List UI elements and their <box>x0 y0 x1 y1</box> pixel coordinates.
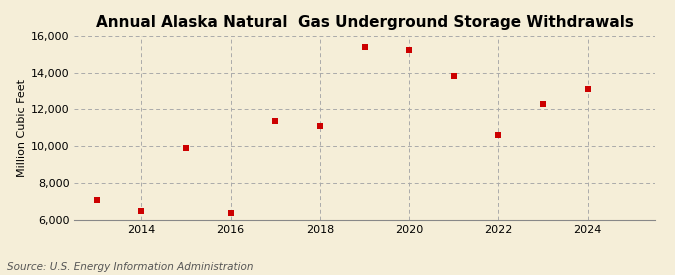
Point <box>91 197 102 202</box>
Point <box>180 146 191 150</box>
Point <box>359 45 370 49</box>
Text: Source: U.S. Energy Information Administration: Source: U.S. Energy Information Administ… <box>7 262 253 272</box>
Point <box>538 102 549 106</box>
Point <box>136 208 146 213</box>
Y-axis label: Million Cubic Feet: Million Cubic Feet <box>17 79 26 177</box>
Point <box>225 210 236 215</box>
Point <box>404 48 414 53</box>
Point <box>315 124 325 128</box>
Point <box>448 74 459 78</box>
Point <box>270 118 281 123</box>
Point <box>493 133 504 138</box>
Title: Annual Alaska Natural  Gas Underground Storage Withdrawals: Annual Alaska Natural Gas Underground St… <box>96 15 633 31</box>
Point <box>583 87 593 91</box>
